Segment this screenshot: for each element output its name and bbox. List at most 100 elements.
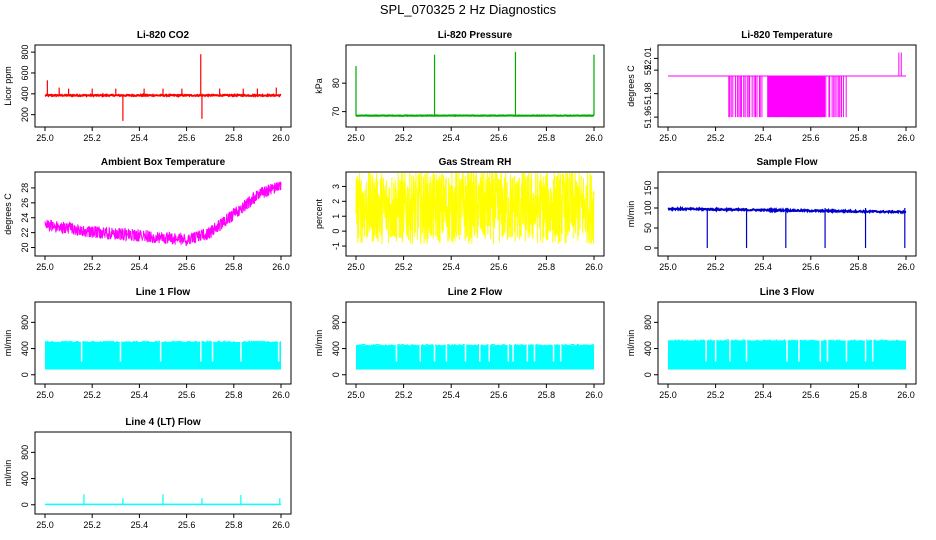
chart-line4: Line 4 (LT) Flow 25.0 25.2 25.4 25.6 25.8 26.0… [3, 417, 292, 530]
x-tick-label: 26.0 [272, 390, 290, 400]
x-tick-label: 25.4 [754, 390, 772, 400]
plot-frame [34, 301, 292, 385]
y-tick-label: 0 [643, 372, 653, 377]
x-tick-label: 26.0 [585, 262, 603, 272]
y-tick-label: 150 [643, 180, 653, 195]
y-tick-label: 24 [20, 213, 30, 223]
plot-frame [657, 44, 917, 128]
x-tick-label: 25.8 [538, 262, 556, 272]
y-tick-label: 800 [331, 315, 341, 330]
x-tick-label: 25.4 [131, 520, 149, 530]
y-tick-label: -1 [331, 242, 341, 250]
chart-title: Li-820 Temperature [741, 30, 833, 41]
y-tick-label: 800 [643, 315, 653, 330]
chart-rh: Gas Stream RH 25.0 25.2 25.4 25.6 25.8 26.0 -1 0… [314, 157, 605, 272]
y-tick-label: 800 [20, 445, 30, 460]
flow-trace [44, 340, 282, 344]
y-tick-label: 2 [331, 199, 341, 204]
y-tick-label: 26 [20, 198, 30, 208]
plot-frame [657, 171, 917, 257]
x-tick-label: 25.2 [707, 133, 725, 143]
y-tick-label: 51.98 [643, 82, 653, 105]
x-tick-label: 25.0 [659, 390, 677, 400]
plot-frame [657, 301, 917, 385]
ambient-trace [44, 181, 282, 247]
x-tick-label: 25.4 [131, 133, 149, 143]
plot-frame [34, 431, 292, 515]
x-tick-label: 25.4 [754, 262, 772, 272]
chart-pressure: Li-820 Pressure 25.0 25.2 25.4 25.6 25.8 26.0 7… [314, 30, 605, 143]
x-tick-label: 26.0 [272, 133, 290, 143]
page-title: SPL_070325 2 Hz Diagnostics [379, 2, 557, 17]
chart-line2: Line 2 Flow 25.0 25.2 25.4 25.6 25.8 26.0 0 400 8… [314, 287, 605, 400]
x-tick-label: 26.0 [897, 390, 915, 400]
plot-frame [345, 171, 605, 257]
x-tick-label: 25.8 [538, 133, 556, 143]
x-tick-label: 25.0 [659, 262, 677, 272]
x-tick-label: 25.2 [707, 390, 725, 400]
x-tick-label: 25.4 [442, 262, 460, 272]
x-tick-label: 25.2 [395, 133, 413, 143]
y-tick-label: 200 [20, 107, 30, 122]
y-tick-label: 52 [643, 65, 653, 75]
chart-line1: Line 1 Flow 25.0 25.2 25.4 25.6 25.8 26.0 0 400 8… [3, 287, 292, 400]
x-tick-label: 25.8 [538, 390, 556, 400]
y-tick-label: 80 [331, 78, 341, 88]
chart-title: Line 4 (LT) Flow [125, 417, 201, 428]
x-tick-label: 25.2 [83, 133, 101, 143]
y-axis-label: ml/min [3, 460, 13, 487]
y-tick-label: 0 [331, 372, 341, 377]
x-tick-label: 25.4 [442, 133, 460, 143]
x-tick-label: 25.6 [178, 133, 196, 143]
x-tick-label: 25.2 [395, 262, 413, 272]
y-tick-label: 0 [331, 229, 341, 234]
x-tick-label: 25.4 [131, 262, 149, 272]
chart-title: Gas Stream RH [439, 157, 512, 168]
y-axis-label: ml/min [3, 330, 13, 357]
x-tick-label: 25.6 [490, 390, 508, 400]
temp-dense-block [767, 76, 826, 118]
x-tick-label: 25.0 [347, 262, 365, 272]
y-tick-label: 20 [20, 243, 30, 253]
x-tick-label: 25.6 [178, 390, 196, 400]
x-tick-label: 25.2 [83, 520, 101, 530]
x-tick-label: 25.6 [178, 262, 196, 272]
x-tick-label: 25.6 [802, 262, 820, 272]
chart-licor_temp: Li-820 Temperature 25.0 25.2 25.4 25.6 25.8 26… [626, 30, 917, 143]
plot-frame [34, 44, 292, 128]
y-tick-label: 800 [20, 315, 30, 330]
y-tick-label: 800 [20, 45, 30, 60]
y-axis-label: degrees C [3, 193, 13, 235]
y-tick-label: 100 [643, 200, 653, 215]
x-tick-label: 25.4 [754, 133, 772, 143]
chart-title: Ambient Box Temperature [101, 157, 226, 168]
y-tick-label: 400 [20, 86, 30, 101]
x-tick-label: 25.0 [36, 262, 54, 272]
x-tick-label: 25.8 [850, 262, 868, 272]
y-axis-label: percent [314, 198, 324, 229]
y-tick-label: 400 [643, 341, 653, 356]
x-tick-label: 25.8 [225, 390, 243, 400]
x-tick-label: 25.6 [490, 262, 508, 272]
x-tick-label: 25.0 [347, 390, 365, 400]
y-tick-label: 0 [20, 372, 30, 377]
x-tick-label: 25.4 [442, 390, 460, 400]
chart-title: Line 3 Flow [760, 287, 815, 298]
x-tick-label: 26.0 [272, 520, 290, 530]
x-tick-label: 25.2 [707, 262, 725, 272]
x-tick-label: 25.0 [36, 390, 54, 400]
flow-trace [355, 343, 595, 348]
x-tick-label: 25.0 [659, 133, 677, 143]
chart-title: Li-820 Pressure [438, 30, 513, 41]
y-axis-label: degrees C [626, 65, 636, 107]
y-tick-label: 400 [20, 471, 30, 486]
plot-frame [345, 301, 605, 385]
plot-frame [345, 44, 605, 128]
x-tick-label: 25.8 [225, 520, 243, 530]
flow-band [45, 342, 281, 370]
chart-title: Sample Flow [756, 157, 817, 168]
x-tick-label: 25.2 [83, 262, 101, 272]
chart-title: Line 2 Flow [448, 287, 503, 298]
y-tick-label: 400 [331, 341, 341, 356]
